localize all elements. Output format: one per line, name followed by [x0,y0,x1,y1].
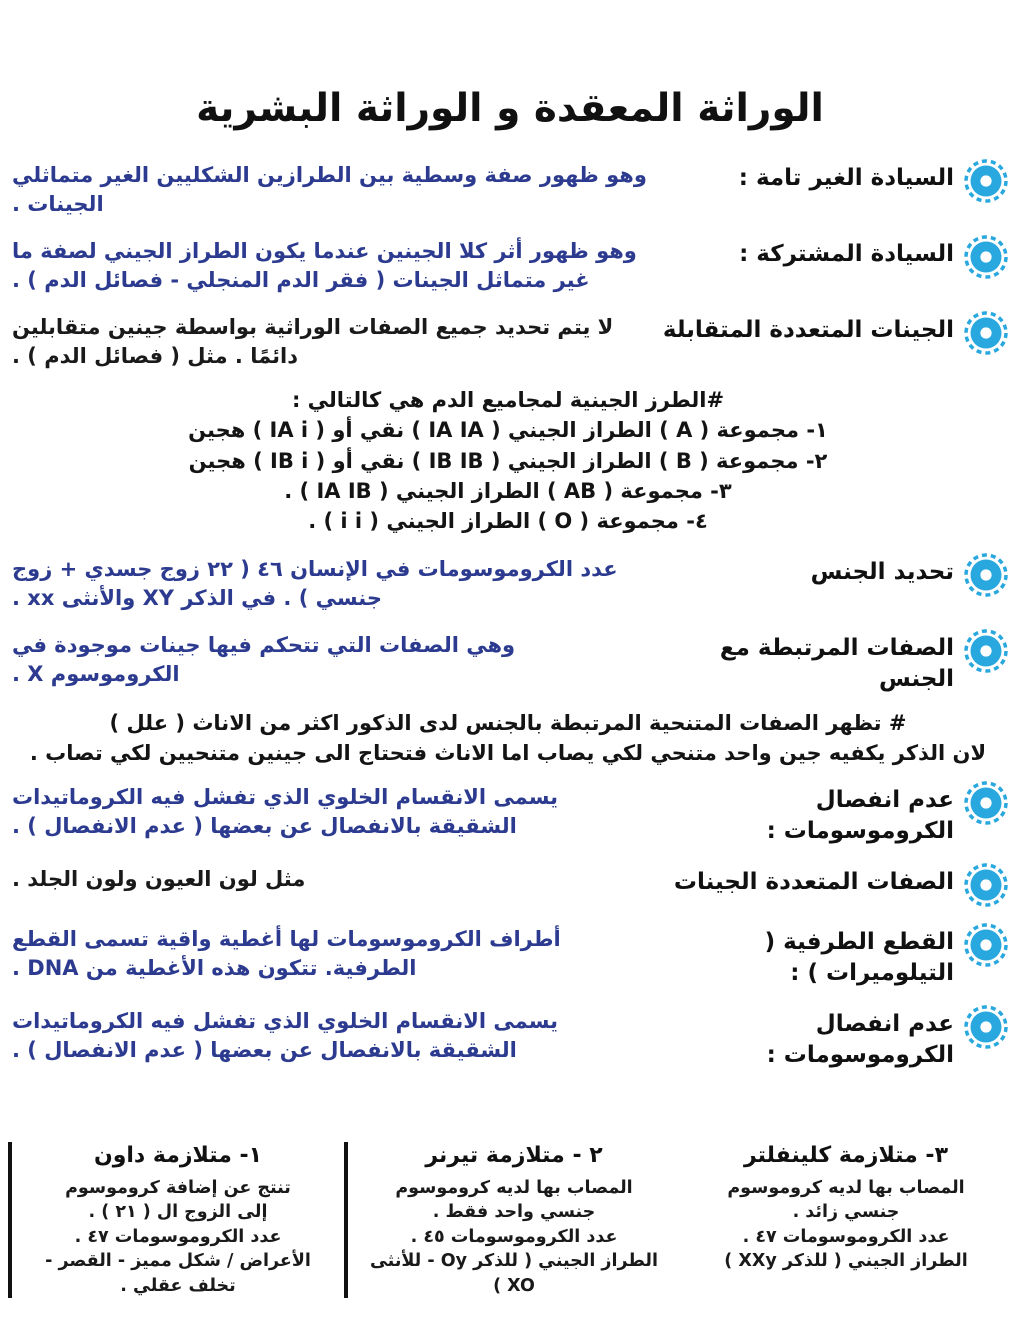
row-label-text: الصفات المتعددة الجينات [673,868,954,895]
syndrome-column-turner: ٢ - متلازمة تيرنر المصاب بها لديه كروموس… [344,1142,680,1298]
dashed-ring-icon [964,629,1008,673]
dashed-ring-icon [964,235,1008,279]
sex-linked-note-line: # تظهر الصفات المتنحية المرتبطة بالجنس ل… [109,710,907,735]
row-label: القطع الطرفية ( التيلوميرات ) : [648,921,1008,989]
row-description: أطراف الكروموسومات لها أغطية واقية تسمى … [12,926,561,980]
page-title-wrap: الوراثة المعقدة و الوراثة البشرية [12,0,1008,157]
dashed-ring-icon [964,1004,1008,1049]
row-label: الصفات المرتبطة مع الجنس [648,627,1008,695]
concept-row-sex-determination: تحديد الجنس عدد الكروموسومات في الإنسان … [8,551,1008,627]
concept-row-nondisjunction-1: عدم انفصال الكروموسومات : يسمى الانقسام … [8,779,1008,861]
syndrome-line: جنسي زائد . [792,1202,900,1222]
row-label-text: السيادة الغير تامة : [738,164,954,191]
syndrome-line: عدد الكروموسومات ٤٧ . [74,1226,282,1247]
blood-genotype-item: ٤- مجموعة ( O ) الطراز الجيني ( i i ) . [308,509,708,534]
row-label-text: تحديد الجنس [810,558,954,585]
concept-row-incomplete-dominance: السيادة الغير تامة : وهو ظهور صفة وسطية … [8,157,1008,233]
syndrome-title: ٢ - متلازمة تيرنر [425,1143,603,1168]
concept-row-sex-linked-traits: الصفات المرتبطة مع الجنس وهي الصفات التي… [8,627,1008,709]
row-label: السيادة المشتركة : [678,233,1008,279]
dashed-ring-icon [964,862,1008,907]
dashed-ring-icon [964,553,1008,597]
row-label-text: عدم انفصال الكروموسومات : [766,786,954,844]
concept-row-codominance: السيادة المشتركة : وهو ظهور أثر كلا الجي… [8,233,1008,309]
dashed-ring-icon [964,159,1008,203]
syndrome-line: الطراز الجيني ( للذكر XXy ) [724,1251,968,1271]
row-label: الجينات المتعددة المتقابلة [648,309,1008,355]
row-description: لا يتم تحديد جميع الصفات الوراثية بواسطة… [12,314,614,368]
concept-row-nondisjunction-2: عدم انفصال الكروموسومات : يسمى الانقسام … [8,1003,1008,1085]
row-label: الصفات المتعددة الجينات [648,861,1008,907]
sex-linked-note-line: لان الذكر يكفيه جين واحد متنحي لكي يصاب … [29,740,987,765]
blood-genotypes-heading: #الطرز الجينية لمجاميع الدم هي كالتالي : [291,387,725,412]
syndrome-line: المصاب بها لديه كروموسوم [727,1177,965,1198]
blood-genotype-item: ٣- مجموعة ( AB ) الطراز الجيني ( IA IB )… [284,479,732,504]
row-description: يسمى الانقسام الخلوي الذي تفشل فيه الكرو… [12,1008,558,1062]
dashed-ring-icon [964,780,1008,825]
syndromes-table: ٣- متلازمة كلينفلتر المصاب بها لديه كروم… [8,1142,1012,1298]
blood-genotypes-section: #الطرز الجينية لمجاميع الدم هي كالتالي :… [8,385,1008,551]
page-title: الوراثة المعقدة و الوراثة البشرية [196,86,824,131]
row-label: عدم انفصال الكروموسومات : [648,779,1008,847]
row-label-text: السيادة المشتركة : [739,240,954,267]
row-label-text: الجينات المتعددة المتقابلة [662,316,954,343]
row-description: وهو ظهور أثر كلا الجينين عندما يكون الطر… [12,238,637,292]
row-label: تحديد الجنس [678,551,1008,597]
row-description: وهو ظهور صفة وسطية بين الطرازين الشكليين… [12,162,647,216]
blood-genotype-item: ١- مجموعة ( A ) الطراز الجيني ( IA IA ) … [188,418,828,443]
row-description: وهي الصفات التي تتحكم فيها جينات موجودة … [12,632,516,686]
row-label: السيادة الغير تامة : [678,157,1008,203]
syndrome-line: إلى الزوج ال ( ٢١ ) . [88,1202,268,1222]
row-label-text: الصفات المرتبطة مع الجنس [719,634,954,692]
concept-row-multiple-alleles: الجينات المتعددة المتقابلة لا يتم تحديد … [8,309,1008,385]
dashed-ring-icon [964,922,1008,967]
syndrome-line: الطراز الجيني ( للذكر Oy - للأنثى XO ) [369,1251,659,1296]
blood-genotype-item: ٢- مجموعة ( B ) الطراز الجيني ( IB IB ) … [188,448,828,473]
row-description: مثل لون العيون ولون الجلد . [12,866,306,891]
dashed-ring-icon [964,311,1008,355]
syndrome-line: عدد الكروموسومات ٤٧ . [742,1226,950,1247]
syndrome-line: الأعراض / شكل مميز - القصر - تخلف عقلي . [45,1251,311,1296]
concept-row-telomeres: القطع الطرفية ( التيلوميرات ) : أطراف ال… [8,921,1008,1003]
row-label-text: القطع الطرفية ( التيلوميرات ) : [764,928,954,986]
row-description: يسمى الانقسام الخلوي الذي تفشل فيه الكرو… [12,784,558,838]
row-label: عدم انفصال الكروموسومات : [648,1003,1008,1071]
syndrome-title: ٣- متلازمة كلينفلتر [743,1143,949,1168]
concept-row-polygenic-traits: الصفات المتعددة الجينات مثل لون العيون و… [8,861,1008,921]
syndrome-line: المصاب بها لديه كروموسوم [395,1177,633,1198]
row-label-text: عدم انفصال الكروموسومات : [766,1010,954,1068]
syndrome-column-klinefelter: ٣- متلازمة كلينفلتر المصاب بها لديه كروم… [680,1142,1012,1298]
syndrome-column-down: ١- متلازمة داون تنتج عن إضافة كروموسوم إ… [8,1142,344,1298]
sex-linked-note: # تظهر الصفات المتنحية المرتبطة بالجنس ل… [8,709,1008,779]
row-description: عدد الكروموسومات في الإنسان ٤٦ ( ٢٢ زوج … [12,556,618,610]
syndrome-line: عدد الكروموسومات ٤٥ . [410,1226,618,1247]
syndrome-line: تنتج عن إضافة كروموسوم [65,1177,291,1198]
syndrome-line: جنسي واحد فقط . [432,1202,596,1222]
syndrome-title: ١- متلازمة داون [93,1143,263,1168]
